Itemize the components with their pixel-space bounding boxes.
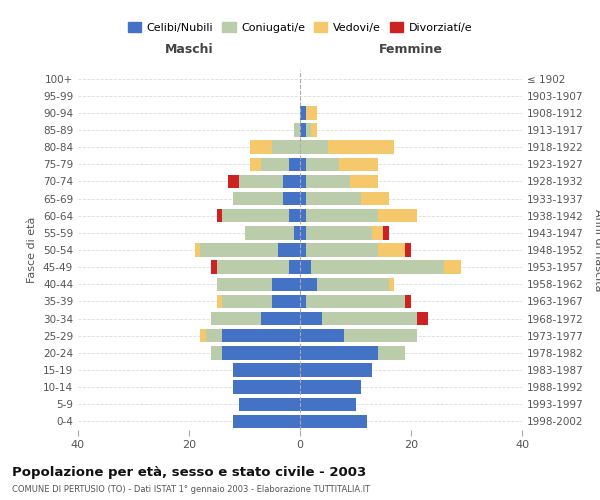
Bar — [300, 209, 305, 222]
Bar — [222, 209, 289, 222]
Bar — [300, 244, 305, 256]
Bar — [300, 414, 367, 428]
Bar — [305, 244, 378, 256]
Bar — [211, 260, 217, 274]
Bar — [222, 346, 300, 360]
Bar — [300, 278, 317, 291]
Bar — [378, 209, 416, 222]
Bar — [250, 158, 261, 171]
Legend: Celibi/Nubili, Coniugati/e, Vedovi/e, Divorziatí/e: Celibi/Nubili, Coniugati/e, Vedovi/e, Di… — [124, 18, 476, 38]
Bar — [245, 226, 295, 239]
Bar — [239, 174, 283, 188]
Bar — [289, 158, 300, 171]
Bar — [305, 158, 339, 171]
Bar — [283, 174, 300, 188]
Bar — [322, 312, 416, 326]
Bar — [305, 226, 372, 239]
Bar — [300, 192, 305, 205]
Bar — [295, 226, 300, 239]
Bar — [300, 106, 305, 120]
Bar — [272, 140, 300, 154]
Y-axis label: Anni di nascita: Anni di nascita — [593, 209, 600, 291]
Bar — [233, 414, 300, 428]
Text: Femmine: Femmine — [379, 44, 443, 57]
Bar — [206, 329, 222, 342]
Bar — [383, 226, 389, 239]
Bar — [211, 346, 222, 360]
Bar — [278, 244, 300, 256]
Bar — [300, 380, 361, 394]
Bar — [305, 174, 350, 188]
Bar — [283, 192, 300, 205]
Bar — [223, 294, 272, 308]
Bar — [300, 260, 311, 274]
Bar — [300, 140, 328, 154]
Bar — [217, 209, 222, 222]
Bar — [444, 260, 461, 274]
Bar — [300, 226, 305, 239]
Bar — [311, 124, 317, 136]
Bar — [378, 346, 406, 360]
Text: Maschi: Maschi — [164, 44, 214, 57]
Bar — [378, 244, 406, 256]
Bar — [272, 294, 300, 308]
Bar — [250, 140, 272, 154]
Bar — [311, 260, 445, 274]
Bar — [350, 174, 378, 188]
Bar — [372, 226, 383, 239]
Bar — [317, 278, 389, 291]
Bar — [261, 158, 289, 171]
Bar — [233, 380, 300, 394]
Bar — [300, 174, 305, 188]
Bar — [339, 158, 378, 171]
Bar — [305, 106, 317, 120]
Bar — [305, 124, 311, 136]
Bar — [295, 124, 300, 136]
Bar — [328, 140, 394, 154]
Bar — [300, 312, 322, 326]
Bar — [300, 294, 305, 308]
Bar — [233, 192, 283, 205]
Bar — [289, 209, 300, 222]
Bar — [228, 174, 239, 188]
Bar — [300, 158, 305, 171]
Bar — [194, 244, 200, 256]
Bar — [217, 278, 272, 291]
Bar — [261, 312, 300, 326]
Text: COMUNE DI PERTUSIO (TO) - Dati ISTAT 1° gennaio 2003 - Elaborazione TUTTITALIA.I: COMUNE DI PERTUSIO (TO) - Dati ISTAT 1° … — [12, 485, 370, 494]
Bar — [211, 312, 261, 326]
Bar — [305, 294, 406, 308]
Bar — [289, 260, 300, 274]
Bar — [300, 124, 305, 136]
Bar — [344, 329, 416, 342]
Bar — [233, 364, 300, 376]
Bar — [217, 294, 222, 308]
Bar — [272, 278, 300, 291]
Bar — [389, 278, 394, 291]
Bar — [305, 209, 378, 222]
Bar — [406, 244, 411, 256]
Bar — [300, 364, 372, 376]
Bar — [217, 260, 289, 274]
Text: Popolazione per età, sesso e stato civile - 2003: Popolazione per età, sesso e stato civil… — [12, 466, 366, 479]
Bar — [200, 244, 278, 256]
Bar — [300, 329, 344, 342]
Bar — [416, 312, 428, 326]
Bar — [361, 192, 389, 205]
Bar — [222, 329, 300, 342]
Bar — [239, 398, 300, 411]
Bar — [305, 192, 361, 205]
Bar — [300, 398, 355, 411]
Bar — [406, 294, 411, 308]
Y-axis label: Fasce di età: Fasce di età — [28, 217, 37, 283]
Bar — [200, 329, 206, 342]
Bar — [300, 346, 378, 360]
